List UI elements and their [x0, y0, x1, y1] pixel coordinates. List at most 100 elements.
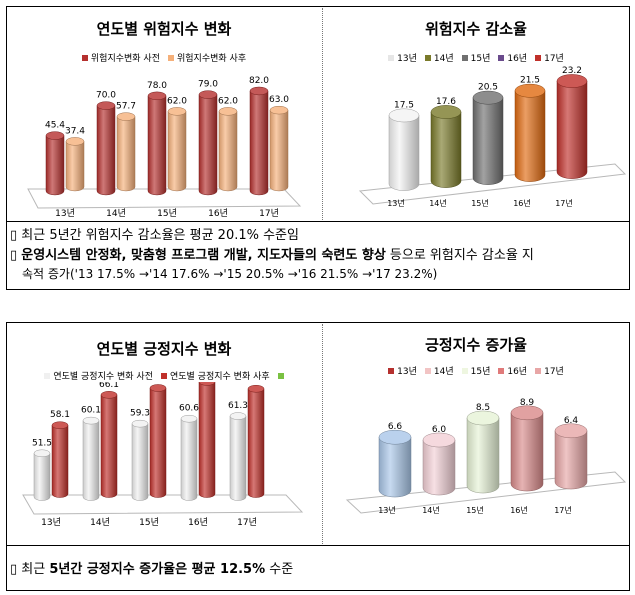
bar-top — [247, 384, 265, 393]
x-tick-label: 14년 — [90, 517, 110, 528]
detail-note-cont: 속적 증가('13 17.5% →'14 17.6% →'15 20.5% →'… — [22, 265, 437, 284]
note-text: 등으로 위험지수 감소율 지 — [385, 248, 534, 263]
bar-top — [422, 432, 456, 448]
legend-item: 16년 — [498, 364, 527, 377]
data-label: 67.7 — [246, 382, 266, 384]
x-tick-label: 16년 — [208, 208, 228, 219]
bar-body — [472, 97, 504, 185]
bar-top — [65, 137, 85, 146]
bar-body — [378, 436, 412, 498]
bar — [116, 112, 136, 192]
x-tick-label: 15년 — [466, 505, 484, 515]
legend-swatch — [461, 367, 468, 374]
chart-floor — [22, 494, 304, 515]
data-label: 67.9 — [148, 382, 168, 383]
bar-body — [167, 111, 187, 192]
data-label: 6.4 — [564, 416, 579, 426]
bar — [247, 384, 265, 498]
bar — [378, 429, 412, 498]
risk-reduction-panel: 위험지수 감소율 13년 14년 15년 16년 17년 17.5 13년 17.6 14년 2… — [325, 8, 627, 220]
data-label: 17.5 — [394, 100, 414, 110]
data-label: 37.4 — [65, 126, 85, 136]
bar-body — [131, 423, 149, 501]
bar — [510, 405, 544, 492]
legend-label: 15년 — [470, 367, 491, 377]
legend-label: 연도별 긍정지수 변화 사후 — [170, 372, 270, 382]
bar-top — [388, 108, 420, 123]
bar-body — [554, 430, 588, 490]
bar-body — [388, 115, 420, 191]
bar-body — [218, 111, 238, 192]
bar-body — [33, 453, 51, 501]
bar — [167, 107, 187, 192]
x-tick-label: 13년 — [378, 505, 396, 515]
bar-body — [147, 95, 167, 196]
bar-body — [198, 382, 216, 498]
legend-label: 위험지수변화 사전 — [90, 54, 160, 64]
bar — [33, 449, 51, 501]
data-label: 51.5 — [32, 438, 52, 448]
legend-label: 14년 — [433, 54, 454, 64]
bar — [249, 86, 269, 196]
bar — [51, 421, 69, 498]
data-label: 60.6 — [179, 404, 199, 414]
summary-note: ▯ 최근 5년간 위험지수 감소율은 평균 20.1% 수준임 — [10, 226, 299, 245]
legend-label: 17년 — [544, 54, 564, 64]
bar-body — [82, 420, 100, 501]
legend-item: 연도별 긍정지수 변화 사전 — [44, 369, 153, 382]
bar-body — [422, 439, 456, 496]
bar-body — [514, 90, 546, 182]
data-label: 61.3 — [228, 401, 248, 411]
divider — [6, 221, 630, 222]
bar-top — [51, 421, 69, 429]
bar-top — [472, 90, 504, 105]
legend-item — [277, 369, 284, 382]
note-text: 최근 — [21, 562, 50, 577]
chart-title: 긍정지수 증가율 — [425, 336, 527, 354]
risk-change-panel: 연도별 위험지수 변화 위험지수변화 사전 위험지수변화 사후 45.4 37.4 1… — [8, 8, 320, 220]
bar — [198, 90, 218, 196]
data-label: 63.0 — [269, 95, 289, 105]
x-tick-label: 14년 — [106, 208, 126, 219]
data-label: 20.5 — [478, 83, 498, 93]
risk-change-chart: 45.437.413년70.057.714년78.062.015년79.062.… — [27, 76, 302, 219]
data-label: 6.0 — [432, 425, 447, 435]
legend-swatch — [535, 367, 542, 374]
bar — [466, 410, 500, 494]
bar-body — [65, 141, 85, 192]
legend-item: 16년 — [498, 51, 527, 64]
legend-item: 17년 — [535, 51, 564, 64]
bar-top — [100, 391, 118, 399]
legend-item: 15년 — [461, 51, 490, 64]
x-tick-label: 16년 — [510, 505, 528, 515]
divider — [322, 324, 323, 544]
data-label: 62.0 — [167, 96, 187, 106]
legend-swatch — [535, 54, 542, 61]
bar-body — [466, 417, 500, 494]
legend-swatch — [168, 54, 174, 61]
bar-top — [510, 405, 544, 421]
data-label: 78.0 — [147, 81, 167, 91]
bar — [198, 382, 216, 498]
data-label: 59.3 — [130, 409, 150, 419]
bar-body — [198, 94, 218, 196]
note-text: 속적 증가('13 17.5% →'14 17.6% →'15 20.5% →'… — [22, 267, 438, 281]
bar — [131, 419, 149, 501]
bar-top — [82, 416, 100, 425]
legend-swatch — [388, 54, 395, 61]
bar-body — [51, 424, 69, 498]
bar-top — [466, 410, 500, 426]
bar-top — [554, 423, 588, 439]
bar-body — [229, 415, 247, 501]
bar-body — [430, 111, 462, 188]
positive-increase-panel: 긍정지수 증가율 13년 14년 15년 16년 17년 6.6 13년 6.0 14년 8.5… — [325, 324, 627, 544]
positive-change-panel: 연도별 긍정지수 변화 연도별 긍정지수 변화 사전 연도별 긍정지수 변화 사후… — [8, 324, 320, 544]
divider — [6, 545, 630, 546]
bar-top — [33, 449, 51, 458]
legend-swatch — [498, 367, 505, 374]
x-tick-label: 14년 — [429, 198, 447, 208]
bar-top — [378, 429, 412, 445]
data-label: 17.6 — [436, 97, 456, 107]
bar-top — [430, 105, 462, 119]
bullet: ▯ — [10, 248, 18, 263]
